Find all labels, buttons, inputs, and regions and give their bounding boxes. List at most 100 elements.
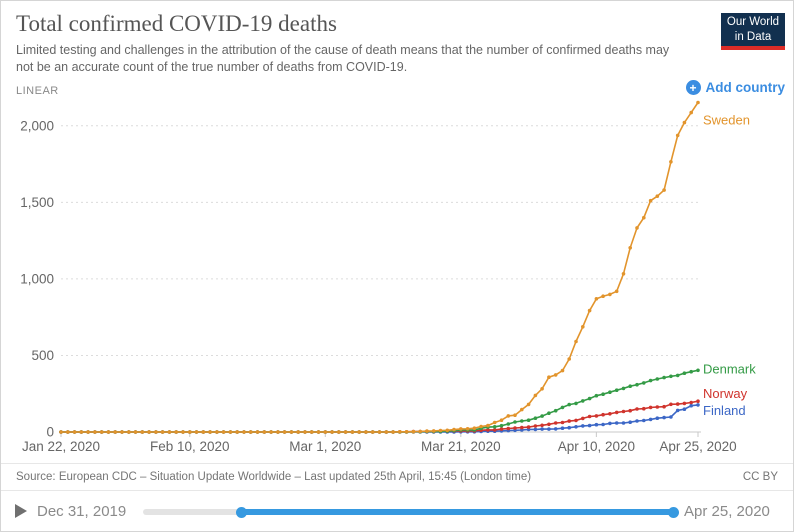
y-axis-label: 1,000	[20, 271, 54, 286]
data-point-norway	[648, 405, 653, 410]
timeline-end-label: Apr 25, 2020	[684, 503, 770, 520]
timeline-handle-start[interactable]	[235, 506, 247, 518]
data-point-sweden	[411, 429, 416, 434]
data-point-denmark	[642, 381, 646, 385]
data-point-denmark	[614, 388, 619, 393]
data-point-denmark	[628, 384, 632, 389]
data-point-sweden	[309, 430, 314, 434]
y-axis-label: 2,000	[20, 118, 54, 133]
data-point-denmark	[594, 393, 599, 398]
data-point-sweden	[472, 426, 477, 431]
data-point-denmark	[560, 405, 565, 410]
data-point-sweden	[398, 430, 402, 434]
play-button[interactable]	[15, 504, 27, 518]
data-point-norway	[574, 418, 578, 423]
timeline-start-label: Dec 31, 2019	[37, 503, 127, 520]
add-country-button[interactable]: + Add country	[685, 80, 785, 95]
data-point-norway	[526, 425, 531, 429]
data-point-sweden	[648, 198, 653, 203]
plus-circle-icon: +	[685, 80, 701, 95]
data-point-sweden	[438, 428, 443, 433]
data-point-denmark	[574, 401, 578, 406]
series-line-norway[interactable]	[61, 400, 699, 433]
data-point-sweden	[635, 226, 639, 230]
data-point-sweden	[675, 133, 680, 138]
data-point-norway	[533, 424, 538, 428]
data-point-finland	[540, 427, 544, 431]
x-axis-label: Apr 10, 2020	[558, 439, 635, 454]
owid-logo[interactable]: Our World in Data	[721, 13, 785, 50]
data-point-norway	[520, 425, 524, 430]
data-point-norway	[540, 423, 544, 428]
data-point-sweden	[99, 430, 104, 434]
data-point-sweden	[404, 430, 409, 434]
data-point-sweden	[289, 430, 294, 434]
data-point-finland	[594, 422, 599, 427]
data-point-norway	[682, 401, 687, 406]
data-point-finland	[553, 427, 558, 431]
series-line-finland[interactable]	[61, 404, 699, 433]
data-point-finland	[533, 427, 538, 432]
data-point-norway	[608, 412, 612, 416]
x-axis-label: Mar 1, 2020	[289, 439, 361, 454]
data-point-denmark	[621, 386, 626, 391]
logo-line-2: in Data	[734, 30, 772, 43]
data-point-finland	[689, 403, 693, 408]
series-line-denmark[interactable]	[61, 369, 699, 433]
data-point-norway	[587, 414, 592, 419]
x-axis-label: Apr 25, 2020	[659, 439, 736, 454]
data-point-sweden	[587, 308, 592, 313]
data-point-sweden	[370, 430, 375, 434]
data-point-denmark	[675, 373, 680, 378]
data-point-sweden	[547, 375, 551, 380]
data-point-sweden	[642, 215, 646, 220]
data-point-sweden	[255, 430, 260, 434]
scale-selector-linear[interactable]: LINEAR	[16, 85, 59, 97]
data-point-denmark	[506, 422, 511, 426]
data-point-sweden	[581, 325, 585, 329]
data-point-sweden	[59, 430, 63, 434]
timeline-handle-end[interactable]	[667, 506, 679, 518]
data-point-denmark	[608, 390, 612, 395]
data-point-sweden	[330, 430, 334, 434]
data-point-norway	[628, 408, 632, 413]
series-label-sweden: Sweden	[703, 113, 750, 128]
timeline-track[interactable]	[143, 506, 679, 518]
data-point-finland	[635, 419, 639, 423]
data-point-finland	[560, 426, 565, 431]
series-line-sweden[interactable]	[61, 102, 699, 433]
data-point-sweden	[682, 120, 687, 125]
data-point-sweden	[567, 357, 571, 361]
data-point-sweden	[540, 387, 544, 391]
data-point-denmark	[635, 382, 639, 387]
data-point-sweden	[479, 424, 483, 429]
data-point-denmark	[655, 377, 660, 381]
data-point-norway	[601, 412, 605, 417]
chart-svg[interactable]: 0 500 1,000 1,500 2,000 Jan 22, 2020 Feb 10, 2…	[1, 96, 794, 463]
license-link[interactable]: CC BY	[742, 471, 778, 483]
data-point-sweden	[465, 427, 470, 431]
series-label-finland: Finland	[703, 403, 746, 418]
data-point-norway	[486, 428, 490, 432]
data-point-sweden	[357, 430, 362, 434]
data-point-sweden	[553, 373, 558, 377]
data-point-sweden	[662, 188, 666, 192]
data-point-sweden	[248, 430, 253, 434]
data-point-sweden	[235, 430, 239, 434]
data-point-norway	[499, 427, 504, 431]
data-point-sweden	[276, 430, 280, 434]
data-point-finland	[587, 423, 592, 428]
data-point-norway	[560, 420, 565, 425]
data-point-sweden	[120, 430, 124, 434]
data-point-sweden	[608, 292, 612, 297]
timeline-selected-range[interactable]	[241, 509, 673, 515]
data-point-finland	[574, 425, 578, 429]
data-point-norway	[581, 416, 585, 421]
data-point-sweden	[140, 430, 145, 434]
y-axis-label: 500	[31, 348, 54, 363]
data-point-sweden	[221, 430, 226, 434]
data-point-sweden	[628, 246, 632, 250]
data-point-sweden	[459, 427, 463, 431]
data-point-sweden	[513, 413, 517, 418]
data-point-sweden	[574, 339, 578, 344]
